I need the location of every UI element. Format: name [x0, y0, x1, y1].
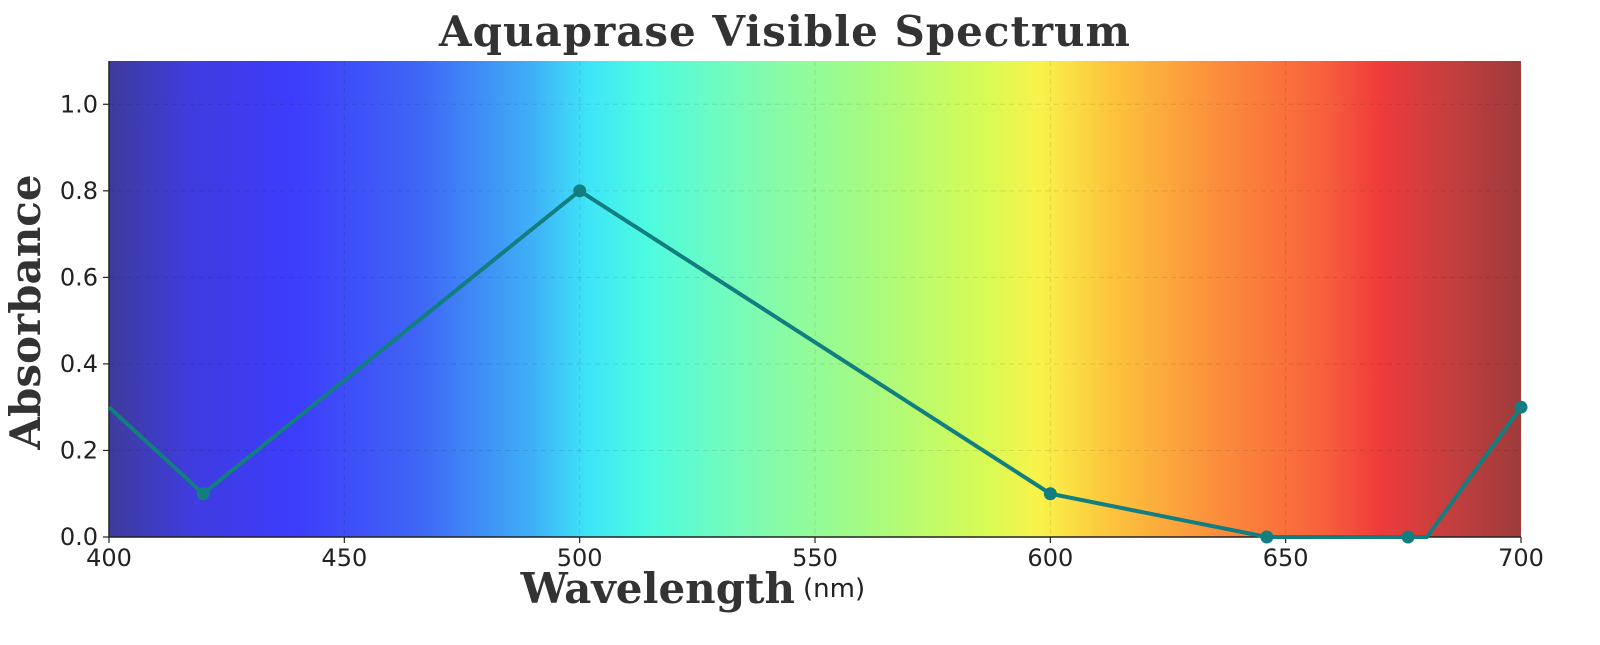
- chart-title: Aquaprase Visible Spectrum: [438, 7, 1131, 56]
- x-tick-label-650: 650: [1263, 544, 1309, 572]
- plot-background: [109, 61, 1521, 537]
- x-tick-label-700: 700: [1498, 544, 1544, 572]
- y-axis-label: Absorbance: [1, 174, 50, 450]
- x-tick-label-550: 550: [792, 544, 838, 572]
- y-tick-label-0.0: 0.0: [60, 523, 98, 551]
- y-tick-label-0.8: 0.8: [60, 177, 98, 205]
- x-axis-label: Wavelength: [520, 564, 795, 613]
- y-tick-label-0.4: 0.4: [60, 350, 98, 378]
- data-point-646: [1260, 530, 1274, 544]
- y-tick-label-0.6: 0.6: [60, 263, 98, 291]
- data-series: [107, 184, 1528, 544]
- x-tick-label-500: 500: [557, 544, 603, 572]
- data-point-500: [573, 184, 587, 198]
- x-tick-label-450: 450: [321, 544, 367, 572]
- data-point-700: [1514, 400, 1528, 414]
- x-tick-label-400: 400: [86, 544, 132, 572]
- grid-lines: [109, 61, 1521, 537]
- data-point-600: [1043, 487, 1057, 501]
- y-tick-label-1.0: 1.0: [60, 90, 98, 118]
- data-point-676: [1401, 530, 1415, 544]
- series-line-0: [107, 188, 1523, 539]
- data-point-420: [196, 487, 210, 501]
- y-tick-label-0.2: 0.2: [60, 436, 98, 464]
- x-tick-label-600: 600: [1027, 544, 1073, 572]
- tick-labels: 400 450 500 550 600 650 700 0.0 0.2 0.4 0.6 0.8 1.0: [60, 90, 1544, 572]
- x-axis-unit: (nm): [803, 574, 865, 604]
